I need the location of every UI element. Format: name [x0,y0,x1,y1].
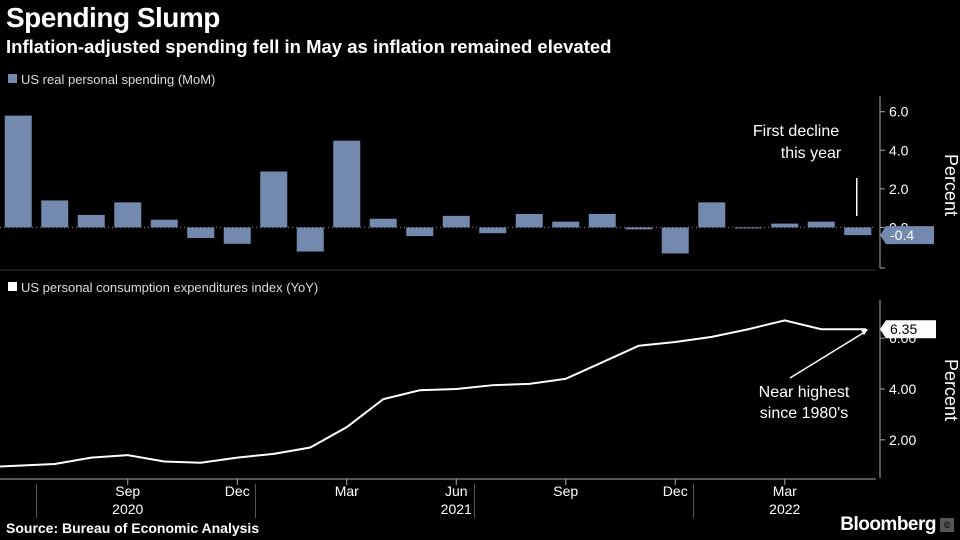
chart-subtitle: Inflation-adjusted spending fell in May … [6,36,612,57]
bar-2020-08 [77,214,105,228]
bar-2020-10 [150,219,178,228]
y-tick-label-spending: 6.0 [889,104,909,120]
x-year-label: 2022 [769,501,800,517]
x-tick-label: Dec [663,483,688,499]
bar-2021-07 [479,227,507,234]
pce-arrowhead-icon [860,328,868,336]
x-tick-label: Dec [225,483,250,499]
x-tick-label: Mar [773,483,797,499]
bar-2020-11 [187,227,215,239]
bar-2021-10 [588,213,616,228]
y-axis-title-pce: Percent [941,359,960,421]
y-tick-label-pce: 2.00 [889,432,916,448]
bar-2021-11 [625,227,653,230]
bar-2022-05 [844,227,872,236]
bar-2021-06 [442,215,470,228]
pce-annotation-line1: Near highest [759,384,850,401]
copyright-badge-icon: © [940,517,954,532]
bar-2022-01 [698,202,726,228]
x-axis: Sep Dec Mar Jun Sep Dec Mar 2020 2021 2022 [0,478,876,518]
brand-name: Bloomberg [840,514,936,535]
legend-label-spending: US real personal spending (MoM) [21,72,215,87]
annotation-text-line2: this year [781,145,842,162]
bar-2020-06 [4,115,32,228]
x-tick-label: Mar [335,483,359,499]
y-axis-title-spending: Percent [941,154,960,216]
pce-annotation-pointer [789,330,867,379]
legend-label-pce: US personal consumption expenditures ind… [21,280,318,295]
bar-2021-05 [406,227,434,237]
bar-2021-09 [552,221,580,228]
x-tick-label: Sep [553,483,578,499]
annotation-text-line1: First decline [753,123,839,140]
bar-2021-01 [260,171,288,228]
legend-swatch-pce [8,282,17,291]
last-value-marker-pce [880,320,936,339]
bar-2021-03 [333,140,361,228]
y-tick-label-spending: 4.0 [889,142,909,158]
y-tick-label-pce: 4.00 [889,381,916,397]
bar-2020-12 [223,227,251,244]
legend-swatch-spending [8,74,17,83]
x-tick-label: Sep [115,483,140,499]
last-value-label-pce: 6.35 [890,321,917,337]
bar-2021-08 [515,213,543,228]
last-value-marker-spending [880,226,934,245]
bar-2021-12 [661,227,689,254]
bar-2020-07 [41,200,69,228]
pce-annotation-line2: since 1980's [760,405,848,422]
bar-2022-02 [734,227,762,229]
source-note: Source: Bureau of Economic Analysis [6,520,260,536]
chart-title: Spending Slump [6,2,220,33]
brand-logo: Bloomberg © [840,514,954,536]
last-value-label-spending: -0.4 [890,227,914,243]
bar-2022-03 [771,223,799,228]
pce-line [0,319,866,468]
spending-panel: US real personal spending (MoM) 6.0 4.0 2.0… [0,72,960,271]
bar-2020-09 [114,202,142,228]
y-tick-label-spending: 2.0 [889,181,909,197]
bar-2022-04 [807,221,835,228]
bar-2021-02 [296,227,324,252]
pce-panel: US personal consumption expenditures ind… [0,280,960,478]
x-year-label: 2020 [112,501,143,517]
bar-2021-04 [369,218,397,228]
x-year-label: 2021 [441,501,472,517]
x-tick-label: Jun [445,483,468,499]
